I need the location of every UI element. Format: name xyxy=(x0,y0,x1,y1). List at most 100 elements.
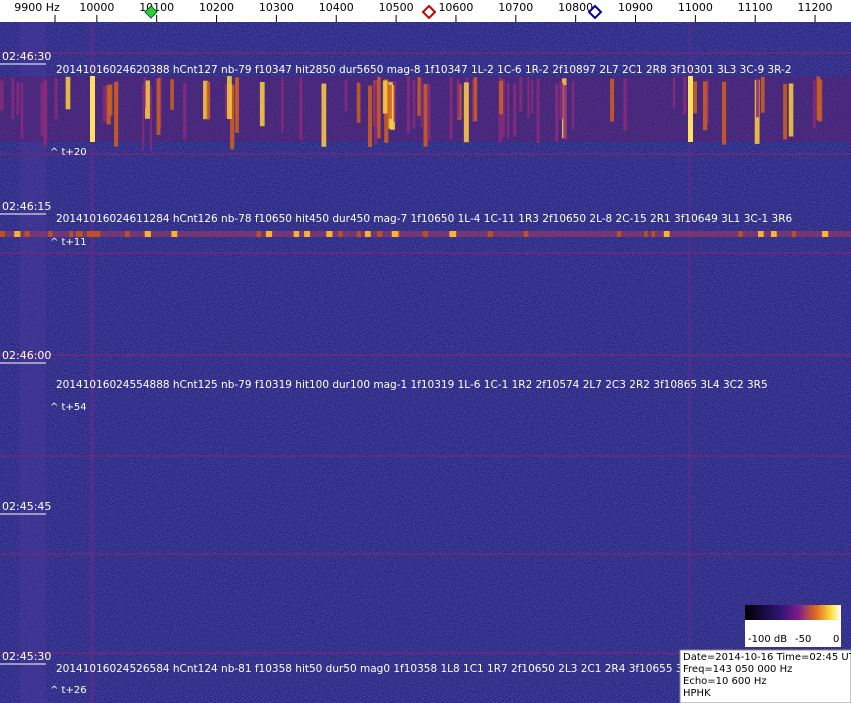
echo-streak xyxy=(536,78,540,144)
echo-streak xyxy=(755,78,759,118)
echo-streak xyxy=(417,77,422,116)
echo-streak xyxy=(114,81,119,147)
echo-streak xyxy=(449,77,453,140)
echo-streak xyxy=(738,231,743,237)
echo-streak xyxy=(513,83,517,138)
echo-streak xyxy=(170,79,174,110)
sweep-line xyxy=(0,252,851,254)
echo-streak xyxy=(393,80,397,122)
echo-streak xyxy=(11,77,15,119)
echo-streak xyxy=(818,79,823,122)
echo-streak xyxy=(0,231,5,237)
echo-streak xyxy=(356,82,361,123)
echo-streak xyxy=(816,76,821,121)
echo-streak xyxy=(20,83,24,139)
echo-streak xyxy=(812,80,816,129)
info-line: Echo=10 600 Hz xyxy=(683,676,767,687)
colorbar xyxy=(745,605,841,620)
echo-streak xyxy=(235,77,239,133)
carrier-line xyxy=(90,22,94,703)
detection-offset: ^ t+54 xyxy=(50,402,87,413)
info-line: Date=2014-10-16 Time=02:45 UTC xyxy=(683,652,851,663)
echo-streak xyxy=(412,80,416,129)
echo-streak xyxy=(563,85,567,140)
echo-streak xyxy=(571,81,575,130)
frequency-label: 9900 Hz xyxy=(14,1,60,14)
echo-streak xyxy=(427,84,431,141)
colorbar-label: -50 xyxy=(795,634,811,645)
echo-streak xyxy=(87,231,93,237)
marker-green xyxy=(144,5,158,19)
frequency-label: 11200 xyxy=(798,1,833,14)
echo-streak xyxy=(623,78,627,131)
echo-streak xyxy=(487,231,493,237)
detection-text: 20141016024554888 hCnt125 nb-79 f10319 h… xyxy=(56,379,768,391)
echo-streak xyxy=(757,231,764,237)
echo-streak xyxy=(683,76,687,115)
echo-streak xyxy=(102,85,107,123)
echo-streak xyxy=(281,76,284,134)
echo-streak xyxy=(149,85,153,151)
echo-streak xyxy=(259,81,265,127)
detection-text: 20141016024620388 hCnt127 nb-79 f10347 h… xyxy=(56,64,792,76)
echo-streak xyxy=(420,78,423,127)
echo-streak xyxy=(770,231,777,237)
colorbar-label: -100 dB xyxy=(748,634,787,645)
echo-streak xyxy=(156,78,161,135)
detection-text: 20141016024611284 hCnt126 nb-78 f10650 h… xyxy=(56,213,792,225)
echo-streak xyxy=(69,231,74,237)
echo-streak xyxy=(377,231,383,237)
echo-streak xyxy=(760,76,765,113)
detections: 20141016024620388 hCnt127 nb-79 f10347 h… xyxy=(50,64,792,696)
info-line: HPHK xyxy=(683,688,711,699)
echo-streak xyxy=(364,231,371,237)
frequency-label: 10500 xyxy=(379,1,414,14)
echo-streak xyxy=(423,83,428,147)
echo-streak xyxy=(391,231,399,237)
frequency-axis: 9900 Hz 10000 10100 10200 10300 10400 10500 106… xyxy=(14,1,833,22)
echo-streak xyxy=(142,84,145,151)
echo-streak xyxy=(65,76,71,110)
echo-streak xyxy=(48,231,53,237)
echo-streak xyxy=(663,231,670,237)
echo-streak xyxy=(356,231,361,237)
sweep-line xyxy=(0,52,851,54)
echo-streak xyxy=(203,80,208,120)
frequency-label: 10700 xyxy=(498,1,533,14)
echo-streak xyxy=(791,231,796,237)
echo-streak xyxy=(256,231,262,237)
time-labels: 02:46:30 02:46:15 02:46:00 02:45:45 02:45:30 xyxy=(0,50,51,665)
echo-streak xyxy=(456,79,460,118)
echo-streak xyxy=(706,79,710,125)
echo-streak xyxy=(788,83,794,137)
echo-streak xyxy=(144,231,151,237)
echo-streak xyxy=(471,79,474,123)
echo-streak xyxy=(143,76,146,108)
sweep-line xyxy=(0,455,851,457)
echo-streak xyxy=(610,78,615,122)
marker-blue xyxy=(587,4,603,20)
echo-streak xyxy=(499,80,504,115)
frequency-label: 10800 xyxy=(558,1,593,14)
echo-streak xyxy=(616,231,622,237)
echo-streak xyxy=(382,80,388,114)
info-box xyxy=(679,649,851,703)
echo-streak xyxy=(463,82,469,143)
echo-streak xyxy=(559,80,562,120)
sweep-line xyxy=(0,153,851,155)
echo-streak xyxy=(183,82,187,140)
echo-streak xyxy=(299,76,303,141)
detection-text: 20141016024526584 hCnt124 nb-81 f10358 h… xyxy=(56,663,743,675)
echo-streak xyxy=(449,231,457,237)
sweep-line xyxy=(0,354,851,356)
echo-streak xyxy=(338,231,343,237)
echo-streak xyxy=(721,81,727,145)
echo-streak xyxy=(406,76,411,134)
echo-streak xyxy=(40,82,44,137)
echo-streak xyxy=(531,80,534,114)
echo-streak xyxy=(171,231,178,237)
echo-streak xyxy=(54,78,58,119)
echo-streak xyxy=(523,231,529,237)
colorbar-scale xyxy=(745,620,841,647)
